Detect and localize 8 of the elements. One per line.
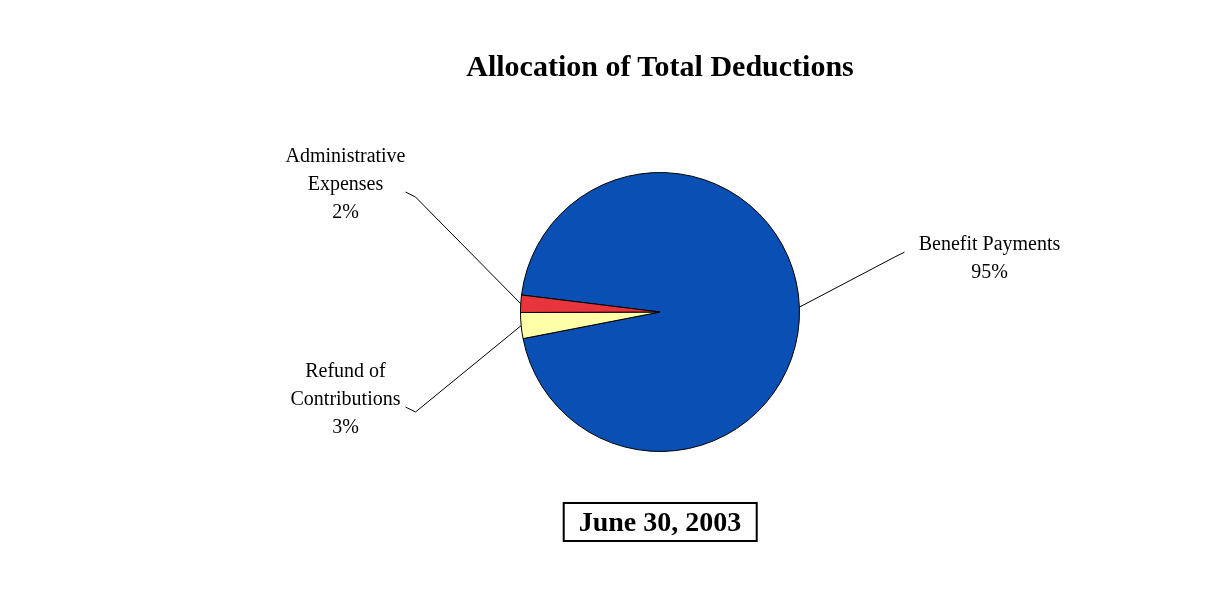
data-label: 95% [971, 260, 1008, 283]
chart-title: Allocation of Total Deductions [466, 48, 854, 82]
data-label: 3% [332, 415, 359, 438]
slice-label: Refund of Contributions [290, 359, 401, 410]
data-label: 2% [332, 200, 359, 223]
slice-label: Administrative Expenses [285, 144, 406, 196]
text: June 30, 2003 [562, 502, 758, 542]
slice-label: Benefit Payments [918, 232, 1061, 256]
